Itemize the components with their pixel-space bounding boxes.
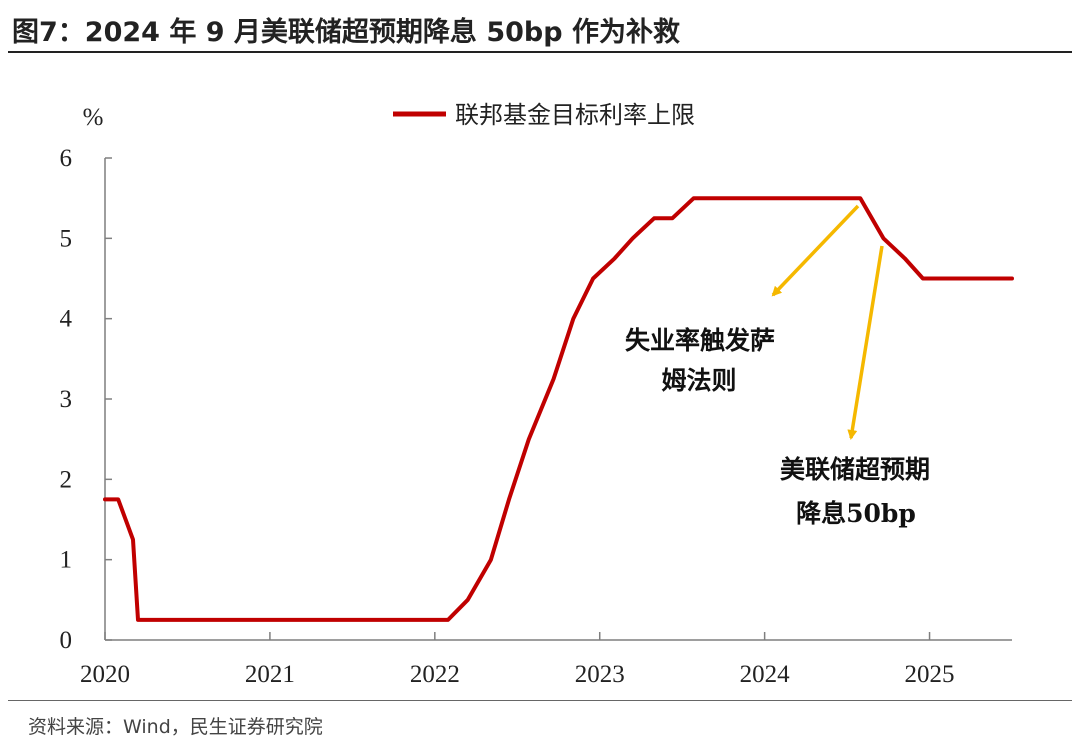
annotation-text-2-line-2: 降息50bp (796, 499, 916, 528)
annotation-arrow-2 (847, 245, 884, 440)
y-tick-label: 0 (60, 627, 73, 654)
annotation-text-2-line-1: 美联储超预期 (780, 455, 930, 484)
legend: 联邦基金目标利率上限 (393, 101, 695, 129)
x-tick-label: 2023 (575, 661, 625, 688)
y-axis-unit: % (83, 104, 104, 131)
annotation-text-1-line-1: 失业率触发萨 (625, 326, 775, 355)
source-note: 资料来源：Wind，民生证券研究院 (28, 716, 323, 738)
y-tick-label: 4 (60, 306, 73, 333)
title-divider (8, 51, 1072, 53)
x-tick-label: 2020 (80, 661, 130, 688)
series-line-0 (103, 196, 1014, 622)
legend-label: 联邦基金目标利率上限 (455, 101, 695, 129)
x-tick-label: 2025 (905, 661, 955, 688)
annotation-text-1-line-2: 姆法则 (661, 366, 736, 395)
annotation-arrow-1 (771, 204, 860, 297)
y-tick-label: 6 (60, 145, 73, 172)
chart-title: 图7：2024 年 9 月美联储超预期降息 50bp 作为补救 (12, 17, 680, 48)
y-tick-label: 3 (60, 386, 73, 413)
y-tick-label: 1 (60, 547, 73, 574)
x-tick-label: 2022 (410, 661, 460, 688)
x-tick-label: 2021 (245, 661, 295, 688)
line-chart: 0 1 2 3 4 5 6% 2020 2021 2022 2023 2024 2025 联邦基金目标利… (60, 101, 1014, 688)
footer-divider (8, 700, 1072, 701)
y-tick-label: 2 (60, 466, 73, 493)
y-tick-label: 5 (60, 225, 73, 252)
x-tick-label: 2024 (740, 661, 791, 688)
series-layer (103, 196, 1014, 622)
axes: 0 1 2 3 4 5 6% 2020 2021 2022 2023 2024 2025 (60, 104, 1012, 688)
